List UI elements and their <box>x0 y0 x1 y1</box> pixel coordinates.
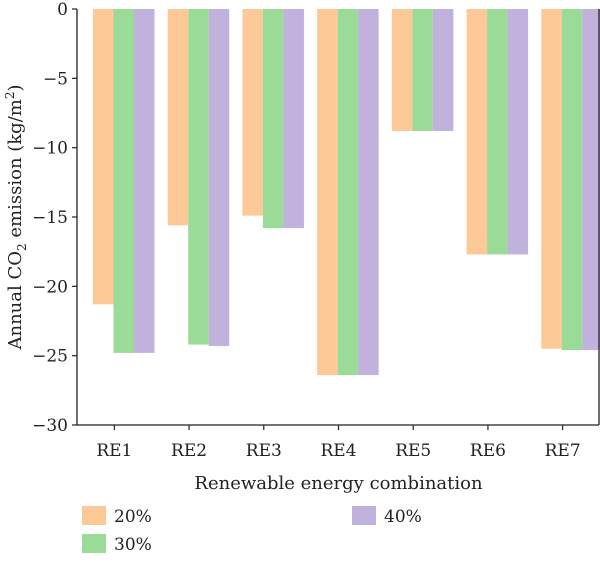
bar-re6-20pct <box>466 9 488 255</box>
y-tick-label: −25 <box>32 347 68 367</box>
x-tick-label-re3: RE3 <box>246 441 282 461</box>
bar-re4-30pct <box>337 9 359 376</box>
legend: 20% 30% 40% <box>82 506 422 555</box>
bar-re7-20pct <box>541 9 562 349</box>
bar-re5-40pct <box>432 9 454 132</box>
legend-swatch-40pct <box>352 506 376 525</box>
bar-re7-30pct <box>561 9 583 351</box>
y-tick-label: −5 <box>43 69 68 89</box>
legend-label-40pct: 40% <box>384 507 422 527</box>
y-tick-label: −20 <box>32 277 68 297</box>
x-tick-label-re2: RE2 <box>171 441 207 461</box>
legend-swatch-20pct <box>82 506 106 525</box>
bar-re4-20pct <box>317 9 338 376</box>
y-tick-label: −30 <box>32 416 68 436</box>
bar-re3-20pct <box>242 9 263 216</box>
bar-re4-40pct <box>358 9 379 376</box>
bar-re6-30pct <box>487 9 508 255</box>
y-tick-label: −15 <box>32 208 68 228</box>
y-axis-title: Annual CO2 emission (kg/m2) <box>3 84 29 350</box>
bar-re5-30pct <box>412 9 433 132</box>
bar-re1-40pct <box>134 9 155 353</box>
legend-label-20pct: 20% <box>114 507 152 527</box>
y-tick-label: 0 <box>57 0 68 20</box>
bar-re7-40pct <box>582 9 600 351</box>
x-tick-label-re5: RE5 <box>395 441 431 461</box>
bar-re6-40pct <box>507 9 529 255</box>
bars-group <box>93 9 600 376</box>
bar-re1-20pct <box>93 9 114 305</box>
x-tick-label-re4: RE4 <box>320 441 356 461</box>
bar-re2-40pct <box>208 9 230 346</box>
bar-re3-30pct <box>262 9 284 229</box>
bar-re2-30pct <box>188 9 209 345</box>
x-tick-label-re6: RE6 <box>470 441 506 461</box>
x-axis-title: Renewable energy combination <box>194 473 483 494</box>
bar-re2-20pct <box>167 9 189 226</box>
axes-group: 0 −5 −10 −15 −20 −25 −30 RE1 RE2 RE3 RE4 RE5 RE6 RE7 R… <box>3 0 600 494</box>
x-tick-label-re7: RE7 <box>545 441 581 461</box>
legend-swatch-30pct <box>82 534 106 553</box>
x-tick-label-re1: RE1 <box>96 441 132 461</box>
legend-label-30pct: 30% <box>114 535 152 555</box>
bar-re5-20pct <box>391 9 413 132</box>
bar-re3-40pct <box>283 9 304 229</box>
bar-re1-30pct <box>113 9 134 353</box>
y-tick-label: −10 <box>32 139 68 159</box>
